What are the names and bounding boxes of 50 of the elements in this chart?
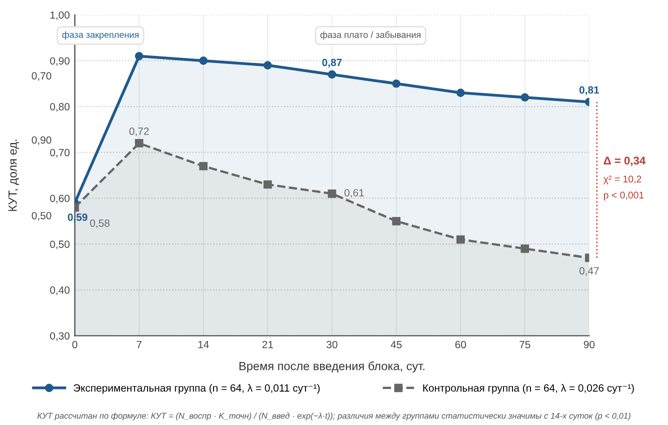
x-tick-label: 21 xyxy=(262,340,273,348)
point xyxy=(134,139,144,148)
x-tick-label: 75 xyxy=(520,340,530,348)
point xyxy=(134,52,144,60)
y-axis-title: КУТ, доля ед. xyxy=(8,140,20,211)
point xyxy=(328,189,336,198)
text: χ² = 10,2 xyxy=(603,176,642,184)
x-axis-title: Время после введения блока, сут. xyxy=(240,361,424,373)
text: p < 0,001 xyxy=(604,192,644,200)
y-tick-label: 0,70 xyxy=(50,148,70,158)
point xyxy=(456,88,465,97)
point xyxy=(199,56,208,65)
text: КУТ рассчитан по формуле: КУТ = (N_воспр · K_точн) / (N_введ · exp(−λ·t)); различия между группами статистически значимы с 14-х суток (p < 0,01) xyxy=(37,412,630,420)
data-label: 0,58 xyxy=(90,219,110,228)
y-tick-label: 0,40 xyxy=(50,286,70,296)
annotation: фаза плато / забывания xyxy=(320,31,420,40)
x-tick-label: 60 xyxy=(455,340,466,348)
point xyxy=(520,93,530,102)
text: Δ = 0,34 xyxy=(604,156,646,166)
legend-label: Экспериментальная группа (n = 64, λ = 0,011 сут⁻¹) xyxy=(74,384,320,394)
point xyxy=(392,216,400,226)
y-tick-label: 0,30 xyxy=(50,332,70,341)
point xyxy=(264,61,272,70)
x-tick-label: 90 xyxy=(584,340,595,348)
x-tick-label: 30 xyxy=(326,340,338,348)
text: 0,90 xyxy=(32,136,52,145)
text: 0,70 xyxy=(32,72,52,81)
point xyxy=(199,162,208,170)
data-label: 0,61 xyxy=(344,189,364,198)
y-tick-label: 1,00 xyxy=(50,11,70,20)
point xyxy=(456,235,465,244)
point xyxy=(392,79,400,88)
legend-label: Контрольная группа (n = 64, λ = 0,026 сут⁻¹) xyxy=(423,384,634,394)
y-tick-label: 0,60 xyxy=(50,194,70,204)
x-tick-label: 45 xyxy=(390,340,402,348)
data-label: 0,47 xyxy=(579,267,599,276)
point xyxy=(264,180,272,189)
y-tick-label: 0,90 xyxy=(50,57,70,66)
x-tick-label: 14 xyxy=(198,340,209,348)
data-label: 0,87 xyxy=(322,58,342,68)
point xyxy=(328,70,336,79)
y-tick-label: 0,50 xyxy=(50,240,70,250)
point xyxy=(520,244,530,253)
data-label: 0,81 xyxy=(579,86,600,96)
x-tick-label: 7 xyxy=(136,340,142,348)
data-label: 0,72 xyxy=(129,128,149,136)
text: 0,50 xyxy=(32,212,52,221)
x-tick-label: 0 xyxy=(72,340,78,348)
y-tick-label: 0,80 xyxy=(50,103,70,112)
annotation: фаза закрепления xyxy=(62,31,139,40)
